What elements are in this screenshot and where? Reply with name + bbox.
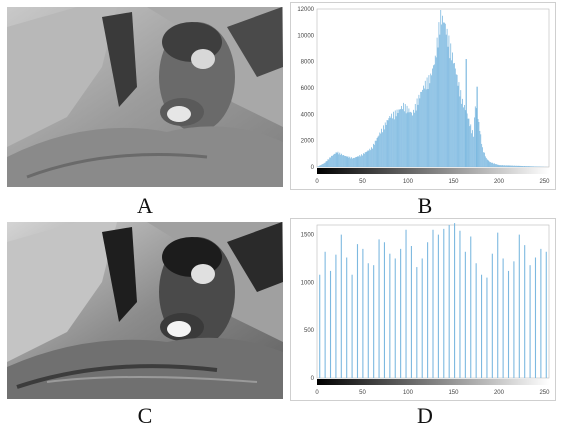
plot-area	[316, 8, 550, 168]
thermal-image-enhanced-graphic	[7, 222, 283, 399]
histogram-original-plot: 0 50 100 150 200 250 0 2000 4000 6000 8000 10000 120…	[297, 7, 550, 185]
y-tick-label: 6000	[301, 86, 315, 92]
caption-d: D	[417, 403, 433, 428]
x-tick-label: 200	[494, 179, 505, 185]
histogram-equalized: 0 50 100 150 200 250 0 500 1000 1500	[290, 218, 556, 401]
caption-b: B	[417, 193, 433, 218]
grayscale-colorbar	[317, 379, 549, 385]
caption-a: A	[137, 193, 153, 218]
x-tick-label: 200	[494, 390, 505, 396]
thermal-image-enhanced	[7, 222, 283, 399]
x-tick-label: 250	[539, 390, 550, 396]
x-tick-label: 0	[315, 390, 319, 396]
x-tick-label: 150	[448, 390, 459, 396]
x-tick-label: 250	[539, 179, 550, 185]
y-tick-label: 0	[311, 376, 315, 382]
y-tick-label: 12000	[297, 7, 314, 13]
thermal-image-original-graphic	[7, 7, 283, 187]
y-tick-label: 500	[304, 328, 315, 334]
x-tick-label: 0	[315, 179, 319, 185]
thermal-image-original	[7, 7, 283, 187]
x-tick-label: 150	[448, 179, 459, 185]
grayscale-colorbar	[317, 168, 549, 174]
x-tick-label: 100	[403, 390, 414, 396]
y-tick-label: 4000	[301, 112, 315, 118]
y-tick-label: 8000	[301, 60, 315, 66]
histogram-original: 0 50 100 150 200 250 0 2000 4000 6000 8000 10000 120…	[290, 2, 556, 190]
x-tick-label: 50	[359, 179, 366, 185]
caption-c: C	[137, 403, 153, 428]
x-tick-label: 50	[359, 390, 366, 396]
histogram-equalized-plot: 0 50 100 150 200 250 0 500 1000 1500	[301, 223, 550, 396]
y-tick-label: 0	[311, 165, 315, 171]
y-tick-label: 1500	[301, 233, 315, 239]
y-tick-label: 2000	[301, 139, 315, 145]
y-tick-label: 1000	[301, 280, 315, 286]
x-tick-label: 100	[403, 179, 414, 185]
y-tick-label: 10000	[297, 33, 314, 39]
